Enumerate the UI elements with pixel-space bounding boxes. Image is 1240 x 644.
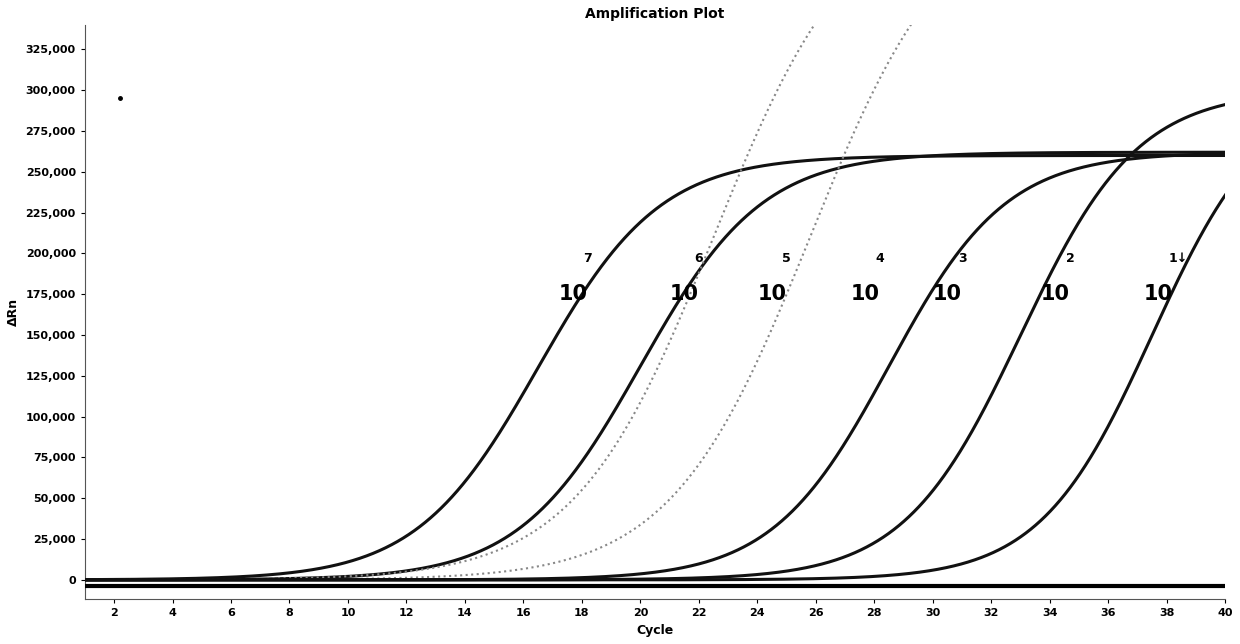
X-axis label: Cycle: Cycle — [636, 624, 673, 637]
Text: 10: 10 — [758, 284, 786, 304]
Text: 10: 10 — [558, 284, 588, 304]
Text: 2: 2 — [1066, 252, 1075, 265]
Y-axis label: ΔRn: ΔRn — [7, 298, 20, 327]
Text: 10: 10 — [851, 284, 880, 304]
Text: 1↓: 1↓ — [1168, 252, 1188, 265]
Text: 10: 10 — [932, 284, 962, 304]
Text: 10: 10 — [1042, 284, 1070, 304]
Title: Amplification Plot: Amplification Plot — [585, 7, 724, 21]
Text: 3: 3 — [957, 252, 966, 265]
Text: 5: 5 — [782, 252, 791, 265]
Text: 10: 10 — [670, 284, 698, 304]
Text: 4: 4 — [875, 252, 884, 265]
Text: 7: 7 — [583, 252, 593, 265]
Text: 10: 10 — [1143, 284, 1173, 304]
Text: 6: 6 — [694, 252, 703, 265]
